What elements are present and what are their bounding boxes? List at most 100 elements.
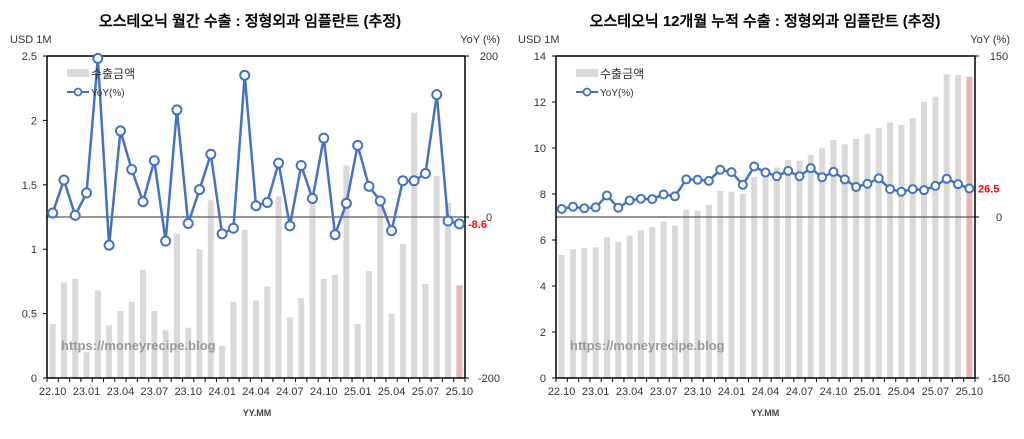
left-tick-label: 2.5 — [22, 51, 37, 63]
yoy-point-25.06 — [919, 185, 930, 196]
bar-24.04 — [762, 174, 769, 378]
yoy-point-23.02 — [601, 190, 612, 201]
bar-23.12 — [207, 200, 214, 378]
x-tick-label: 22.10 — [39, 386, 67, 398]
right-tick-label: -200 — [478, 373, 500, 385]
yoy-point-25.07 — [419, 168, 431, 180]
yoy-point-23.01 — [590, 202, 601, 213]
bar-23.11 — [705, 205, 712, 378]
bar-24.09 — [819, 148, 826, 378]
right-axis-label: YoY (%) — [460, 34, 500, 46]
bar-23.04 — [117, 311, 124, 378]
legend-bar-label: 수출금액 — [91, 67, 135, 81]
bar-22.11 — [569, 249, 576, 378]
yoy-point-24.10 — [828, 166, 839, 177]
x-tick-label: 23.04 — [107, 386, 135, 398]
yoy-point-24.11 — [329, 229, 341, 241]
yoy-point-25.02 — [873, 173, 884, 184]
x-tick-label: 24.01 — [718, 386, 746, 398]
bar-24.10 — [830, 139, 837, 378]
x-tick-label: 24.10 — [310, 386, 338, 398]
yoy-point-23.08 — [669, 191, 680, 202]
bar-24.12 — [853, 138, 860, 378]
bar-25.06 — [411, 112, 418, 378]
bar-25.03 — [377, 202, 384, 378]
yoy-point-23.11 — [194, 184, 206, 196]
yoy-point-25.10 — [964, 183, 975, 194]
legend-bar-swatch — [67, 69, 89, 77]
bar-25.01 — [864, 134, 871, 378]
bar-25.03 — [887, 122, 894, 378]
bar-24.02 — [230, 302, 237, 378]
bar-22.10 — [49, 323, 56, 378]
x-tick-label: 25.07 — [922, 386, 950, 398]
yoy-point-22.10 — [47, 207, 59, 219]
bar-23.07 — [660, 221, 667, 378]
yoy-point-25.05 — [397, 175, 409, 187]
bar-23.02 — [603, 237, 610, 378]
bar-23.10 — [185, 327, 192, 378]
x-tick-label: 23.07 — [650, 386, 678, 398]
yoy-point-24.08 — [805, 163, 816, 174]
x-tick-label: 24.04 — [752, 386, 780, 398]
bar-25.09 — [955, 74, 962, 379]
bar-25.02 — [875, 127, 882, 379]
bar-25.10 — [456, 285, 463, 378]
yoy-point-22.12 — [69, 209, 81, 221]
x-tick-label: 24.07 — [276, 386, 304, 398]
left-tick-label: 0 — [540, 373, 546, 385]
bar-22.11 — [60, 282, 67, 378]
bar-24.08 — [298, 298, 305, 378]
bar-24.01 — [728, 191, 735, 378]
bar-23.08 — [671, 225, 678, 378]
yoy-point-25.10 — [453, 218, 465, 230]
bar-23.08 — [162, 330, 169, 378]
x-axis-label: YY.MM — [751, 408, 780, 418]
cumulative-export-chart: 오스테오닉 12개월 누적 수출 : 정형외과 임플란트 (추정) USD 1M… — [518, 12, 1010, 418]
left-tick-label: 0 — [31, 373, 37, 385]
bar-22.10 — [558, 254, 565, 378]
bar-25.10 — [966, 76, 973, 378]
x-tick-label: 25.07 — [412, 386, 440, 398]
yoy-point-24.07 — [794, 171, 805, 182]
left-axis-label: USD 1M — [10, 34, 52, 46]
yoy-point-24.04 — [250, 200, 262, 212]
yoy-point-24.05 — [261, 197, 273, 209]
yoy-point-24.04 — [760, 167, 771, 178]
yoy-point-23.01 — [81, 187, 93, 199]
chart-title: 오스테오닉 월간 수출 : 정형외과 임플란트 (추정) — [99, 12, 401, 30]
bar-25.08 — [433, 175, 440, 378]
bar-23.03 — [106, 325, 113, 378]
legend-line-label: YoY(%) — [600, 88, 634, 99]
bar-23.04 — [626, 235, 633, 378]
x-tick-label: 25.01 — [344, 386, 372, 398]
x-tick-label: 23.07 — [141, 386, 169, 398]
x-tick-label: 24.10 — [820, 386, 848, 398]
right-tick-label: 200 — [480, 51, 498, 63]
yoy-point-23.07 — [658, 189, 669, 200]
bar-24.05 — [773, 167, 780, 378]
bar-25.04 — [388, 313, 395, 378]
bar-23.01 — [592, 247, 599, 378]
right-tick-label: -150 — [988, 373, 1010, 385]
legend-marker-icon — [582, 87, 592, 97]
yoy-point-24.03 — [749, 161, 760, 172]
left-tick-label: 2 — [31, 115, 37, 127]
yoy-point-24.08 — [295, 159, 307, 171]
yoy-point-22.12 — [579, 203, 590, 214]
bar-24.10 — [320, 278, 327, 378]
bar-23.06 — [649, 226, 656, 378]
yoy-point-23.11 — [703, 175, 714, 186]
x-tick-label: 23.04 — [616, 386, 644, 398]
left-tick-label: 6 — [540, 235, 546, 247]
bar-25.05 — [909, 118, 916, 378]
watermark: https://moneyrecipe.blog — [570, 338, 725, 353]
x-tick-label: 23.01 — [73, 386, 101, 398]
bar-24.08 — [807, 154, 814, 378]
last-yoy-label: -8.6 — [468, 219, 487, 231]
bar-24.06 — [275, 196, 282, 378]
bar-23.11 — [196, 249, 203, 378]
bar-25.09 — [445, 202, 452, 378]
bar-23.01 — [83, 352, 90, 378]
